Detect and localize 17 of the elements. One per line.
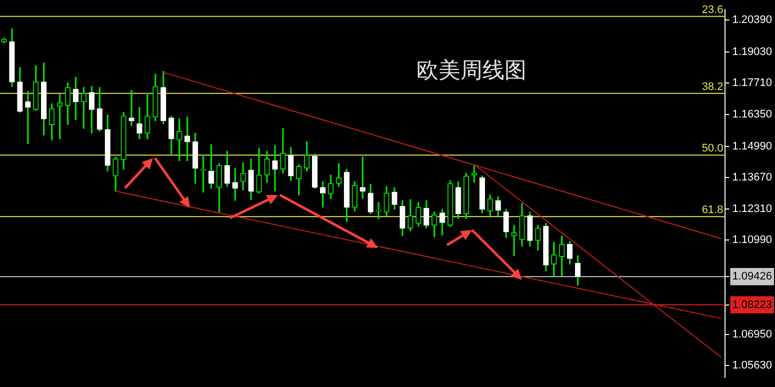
annotation: 38.2 xyxy=(702,80,724,93)
y-tick-label: 1.16350 xyxy=(732,108,772,121)
y-tick-label: 1.05630 xyxy=(732,360,772,372)
annotation: 50.0 xyxy=(702,142,724,155)
y-tick-label: 1.14990 xyxy=(732,140,772,153)
y-tick-label: 1.06950 xyxy=(732,328,772,341)
y-tick-label: 1.09426 xyxy=(732,270,772,283)
annotation: 23.6 xyxy=(702,4,724,16)
text: 欧美周线图 xyxy=(416,58,526,84)
annotation: 61.8 xyxy=(702,204,724,216)
y-tick-label: 1.10990 xyxy=(732,234,772,246)
y-tick-label: 1.17710 xyxy=(732,76,772,89)
y-tick-label: 1.13670 xyxy=(732,171,772,184)
y-tick-label: 1.08223 xyxy=(732,298,772,311)
y-tick-label: 1.12310 xyxy=(732,203,772,216)
y-tick-label: 1.20390 xyxy=(732,14,772,26)
y-tick-label: 1.19030 xyxy=(732,46,772,58)
